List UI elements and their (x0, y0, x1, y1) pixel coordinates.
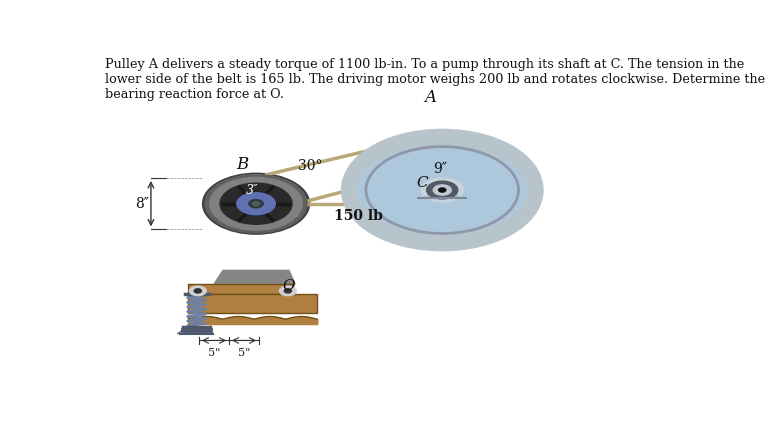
Circle shape (253, 202, 260, 206)
Circle shape (422, 178, 463, 202)
Circle shape (284, 289, 291, 293)
Text: 8″: 8″ (135, 197, 149, 211)
Text: 5": 5" (238, 348, 250, 358)
Circle shape (202, 173, 309, 234)
Text: 3″: 3″ (246, 184, 259, 197)
Text: 30°: 30° (298, 159, 322, 173)
Circle shape (280, 286, 296, 296)
Text: C: C (417, 176, 429, 190)
Text: Pulley A delivers a steady torque of 1100 lb-in. To a pump through its shaft at : Pulley A delivers a steady torque of 110… (105, 59, 765, 101)
Circle shape (205, 174, 307, 233)
Circle shape (344, 134, 540, 246)
Circle shape (195, 289, 202, 293)
FancyBboxPatch shape (188, 294, 317, 313)
Circle shape (439, 188, 446, 192)
Text: 9″: 9″ (433, 162, 447, 176)
Circle shape (426, 181, 458, 199)
Polygon shape (214, 270, 295, 284)
Circle shape (210, 178, 302, 230)
Text: A: A (424, 89, 436, 106)
Circle shape (433, 185, 451, 195)
Circle shape (189, 286, 206, 296)
Text: B: B (236, 156, 248, 173)
Text: 150 lb: 150 lb (334, 209, 383, 223)
Text: O: O (283, 279, 295, 293)
Text: 5": 5" (208, 348, 220, 358)
Circle shape (237, 193, 275, 214)
Circle shape (249, 200, 264, 208)
Polygon shape (424, 187, 460, 198)
Circle shape (349, 137, 536, 243)
FancyBboxPatch shape (188, 284, 293, 294)
Circle shape (220, 183, 292, 224)
